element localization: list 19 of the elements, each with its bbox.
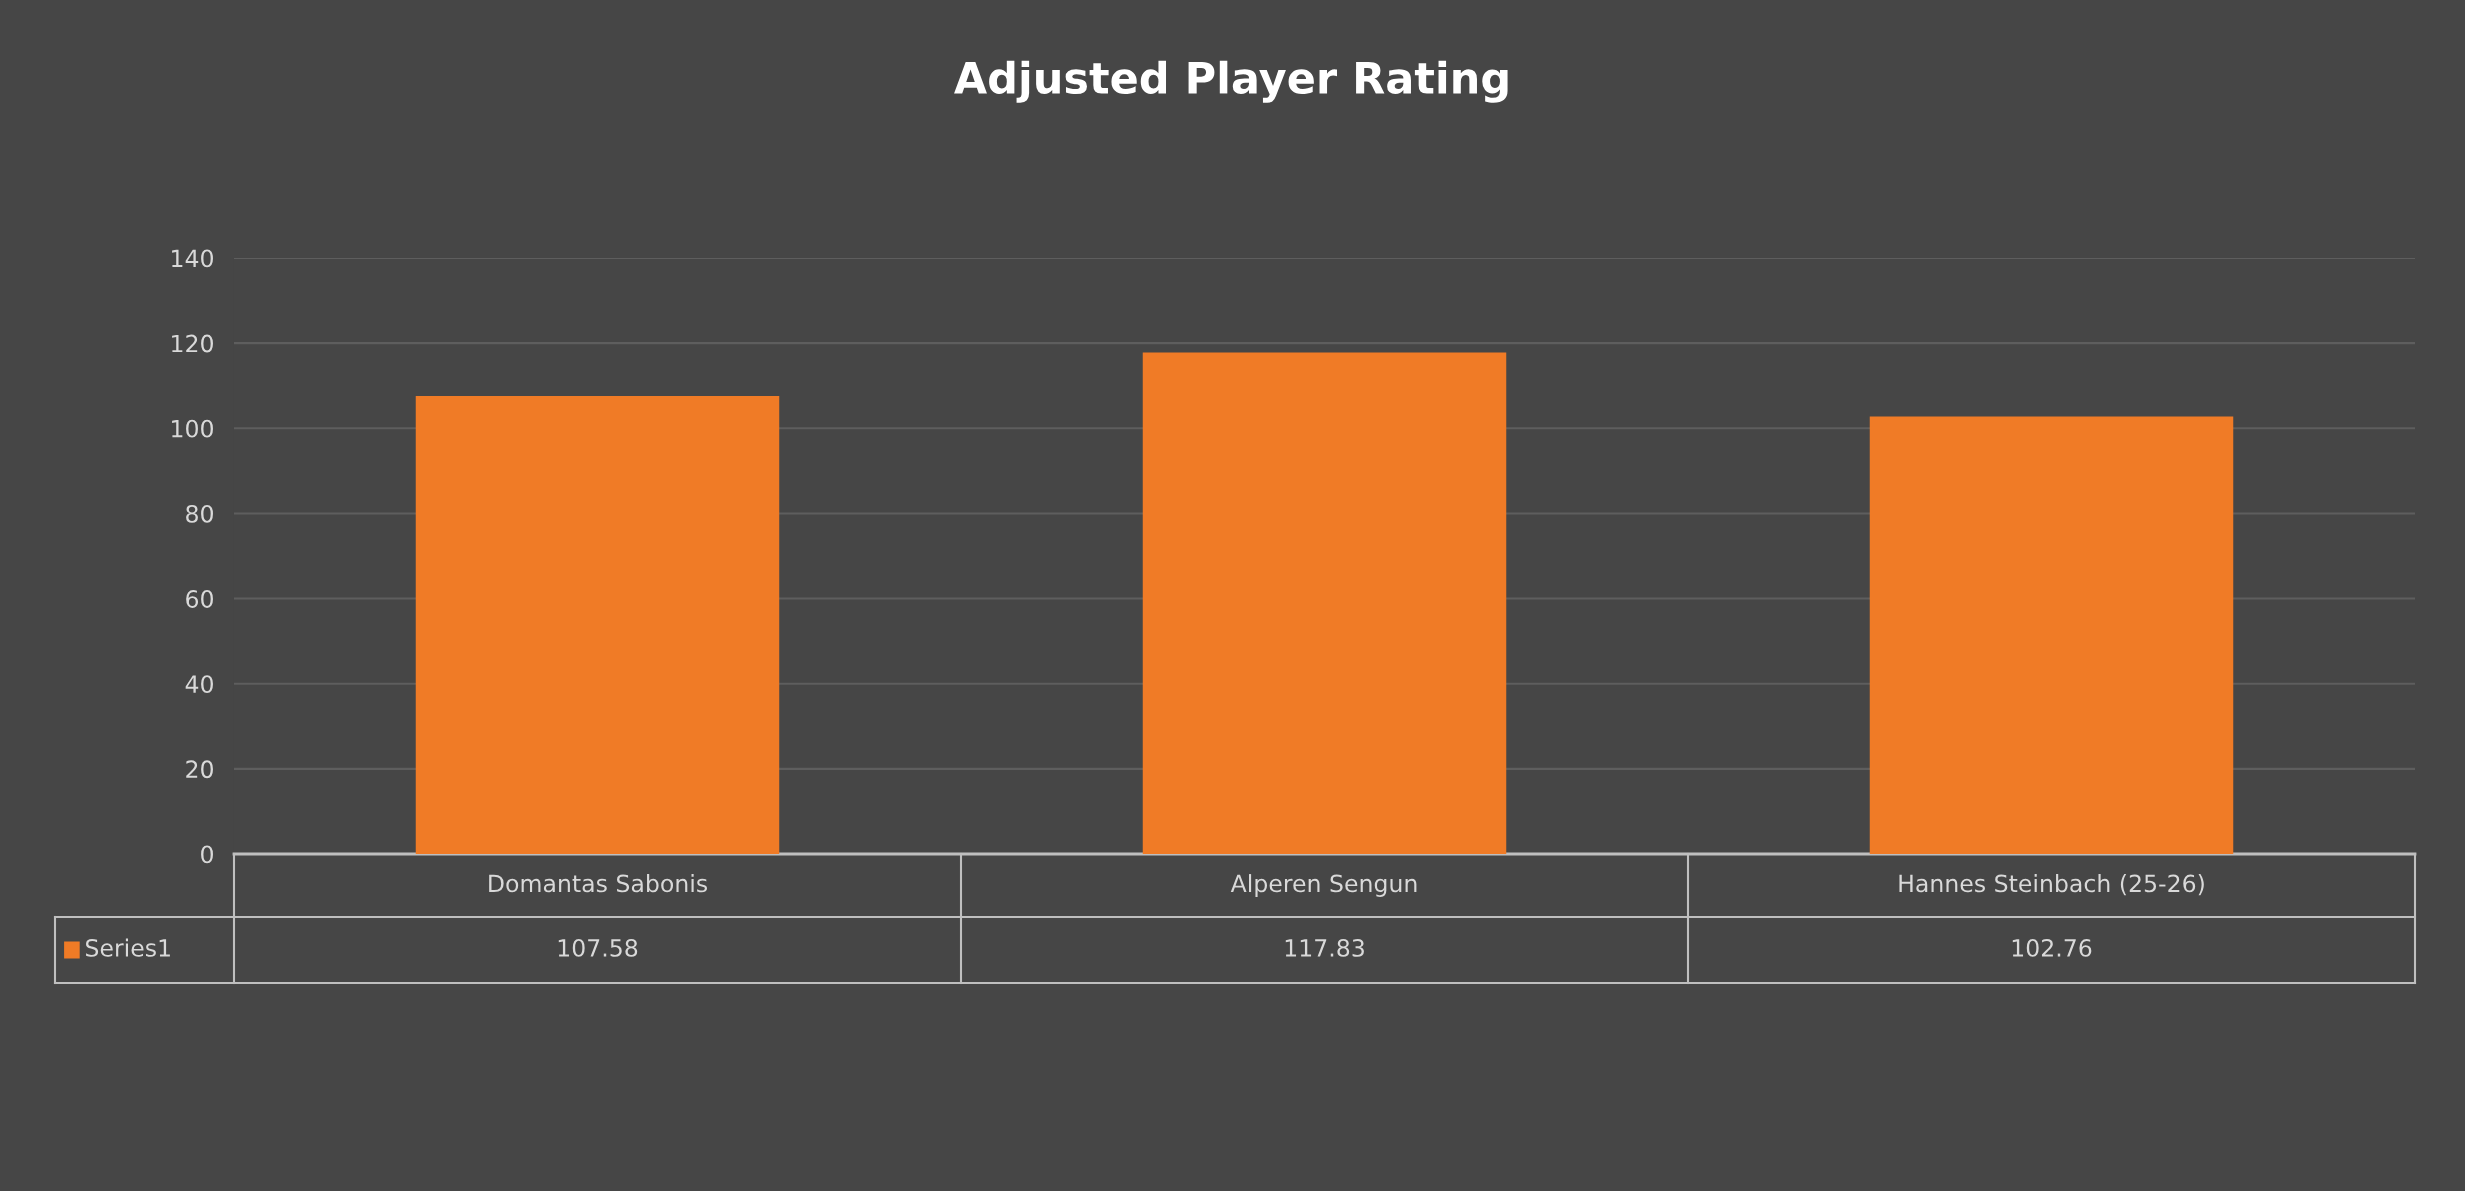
data-label: 102.76: [2012, 938, 2092, 957]
data-label: 107.58: [558, 938, 638, 957]
y-tick-label: 0: [201, 845, 213, 864]
bar: [1142, 352, 1507, 854]
legend-label: Series1: [86, 938, 170, 957]
bar: [1869, 416, 2234, 854]
x-tick-label: Domantas Sabonis: [489, 874, 707, 893]
y-tick-label: 20: [186, 760, 213, 779]
data-label: 117.83: [1285, 938, 1364, 957]
y-tick-label: 80: [186, 504, 213, 523]
x-tick-label: Alperen Sengun: [1230, 874, 1417, 897]
x-tick-label: Hannes Steinbach (25-26): [1899, 874, 2204, 896]
y-tick-label: 100: [172, 419, 213, 438]
chart-title: Adjusted Player Rating: [954, 60, 1508, 103]
y-tick-label: 120: [172, 334, 213, 353]
y-tick-label: 140: [172, 249, 213, 268]
y-tick-label: 60: [186, 590, 213, 608]
y-tick-label: 40: [185, 675, 213, 694]
bar: [415, 396, 780, 854]
